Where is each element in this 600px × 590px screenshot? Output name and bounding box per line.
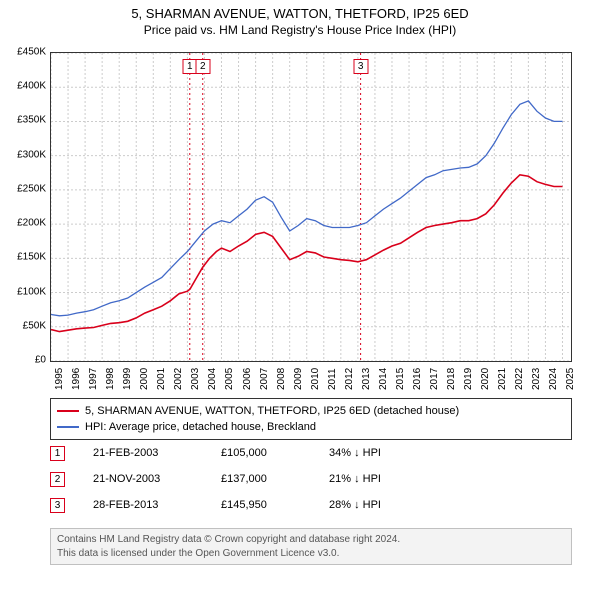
- x-tick-label: 1999: [122, 368, 133, 390]
- x-tick-label: 2014: [378, 368, 389, 390]
- x-tick-label: 2001: [156, 368, 167, 390]
- x-tick-label: 1995: [54, 368, 65, 390]
- x-tick-label: 2019: [463, 368, 474, 390]
- x-tick-label: 2008: [276, 368, 287, 390]
- attribution-footer: Contains HM Land Registry data © Crown c…: [50, 528, 572, 565]
- chart-subtitle: Price paid vs. HM Land Registry's House …: [0, 23, 600, 37]
- sale-date: 21-FEB-2003: [93, 447, 193, 459]
- chart-title: 5, SHARMAN AVENUE, WATTON, THETFORD, IP2…: [0, 6, 600, 21]
- sale-pct-vs-hpi: 34% ↓ HPI: [329, 447, 381, 459]
- y-tick-label: £350K: [0, 115, 46, 126]
- sale-row-marker: 3: [50, 498, 65, 513]
- sale-row: 2 21-NOV-2003 £137,000 21% ↓ HPI: [50, 466, 572, 492]
- footer-line-1: Contains HM Land Registry data © Crown c…: [57, 533, 565, 547]
- y-tick-label: £200K: [0, 218, 46, 229]
- y-tick-label: £250K: [0, 183, 46, 194]
- x-tick-label: 1997: [88, 368, 99, 390]
- sale-pct-vs-hpi: 21% ↓ HPI: [329, 473, 381, 485]
- x-tick-label: 2018: [446, 368, 457, 390]
- x-tick-label: 2010: [310, 368, 321, 390]
- x-tick-label: 2009: [293, 368, 304, 390]
- x-tick-label: 2025: [565, 368, 576, 390]
- sale-price: £105,000: [221, 447, 301, 459]
- y-tick-label: £150K: [0, 252, 46, 263]
- legend-entry: HPI: Average price, detached house, Brec…: [57, 419, 565, 435]
- x-tick-label: 2000: [139, 368, 150, 390]
- plot-area: 123: [50, 52, 572, 362]
- sale-pct-vs-hpi: 28% ↓ HPI: [329, 499, 381, 511]
- x-tick-label: 2004: [207, 368, 218, 390]
- x-tick-label: 2002: [173, 368, 184, 390]
- x-tick-label: 2017: [429, 368, 440, 390]
- sale-price: £145,950: [221, 499, 301, 511]
- x-tick-label: 2003: [190, 368, 201, 390]
- sale-row: 1 21-FEB-2003 £105,000 34% ↓ HPI: [50, 440, 572, 466]
- sale-date: 28-FEB-2013: [93, 499, 193, 511]
- x-tick-label: 2012: [344, 368, 355, 390]
- x-tick-label: 2020: [480, 368, 491, 390]
- y-tick-label: £100K: [0, 286, 46, 297]
- y-tick-label: £0: [0, 355, 46, 366]
- legend-entry: 5, SHARMAN AVENUE, WATTON, THETFORD, IP2…: [57, 403, 565, 419]
- x-tick-label: 2024: [548, 368, 559, 390]
- sales-table: 1 21-FEB-2003 £105,000 34% ↓ HPI 2 21-NOV-200…: [50, 440, 572, 518]
- x-tick-label: 2015: [395, 368, 406, 390]
- x-tick-label: 2021: [497, 368, 508, 390]
- chart-container: 5, SHARMAN AVENUE, WATTON, THETFORD, IP2…: [0, 0, 600, 590]
- sale-row: 3 28-FEB-2013 £145,950 28% ↓ HPI: [50, 492, 572, 518]
- y-tick-label: £450K: [0, 47, 46, 58]
- x-tick-label: 2006: [242, 368, 253, 390]
- x-tick-label: 2007: [259, 368, 270, 390]
- x-tick-label: 2016: [412, 368, 423, 390]
- sale-row-marker: 2: [50, 472, 65, 487]
- x-tick-label: 2023: [531, 368, 542, 390]
- x-tick-label: 2011: [327, 368, 338, 390]
- x-tick-label: 2005: [224, 368, 235, 390]
- sale-date: 21-NOV-2003: [93, 473, 193, 485]
- sale-marker-3: 3: [353, 59, 368, 74]
- x-tick-label: 2022: [514, 368, 525, 390]
- sale-price: £137,000: [221, 473, 301, 485]
- y-tick-label: £50K: [0, 320, 46, 331]
- plot-svg: [51, 53, 571, 361]
- legend-swatch: [57, 426, 79, 428]
- legend-swatch: [57, 410, 79, 412]
- legend: 5, SHARMAN AVENUE, WATTON, THETFORD, IP2…: [50, 398, 572, 440]
- legend-label: HPI: Average price, detached house, Brec…: [85, 421, 316, 433]
- y-tick-label: £400K: [0, 81, 46, 92]
- x-tick-label: 1998: [105, 368, 116, 390]
- footer-line-2: This data is licensed under the Open Gov…: [57, 547, 565, 561]
- legend-label: 5, SHARMAN AVENUE, WATTON, THETFORD, IP2…: [85, 405, 459, 417]
- sale-row-marker: 1: [50, 446, 65, 461]
- x-tick-label: 1996: [71, 368, 82, 390]
- y-tick-label: £300K: [0, 149, 46, 160]
- sale-marker-2: 2: [195, 59, 210, 74]
- x-tick-label: 2013: [361, 368, 372, 390]
